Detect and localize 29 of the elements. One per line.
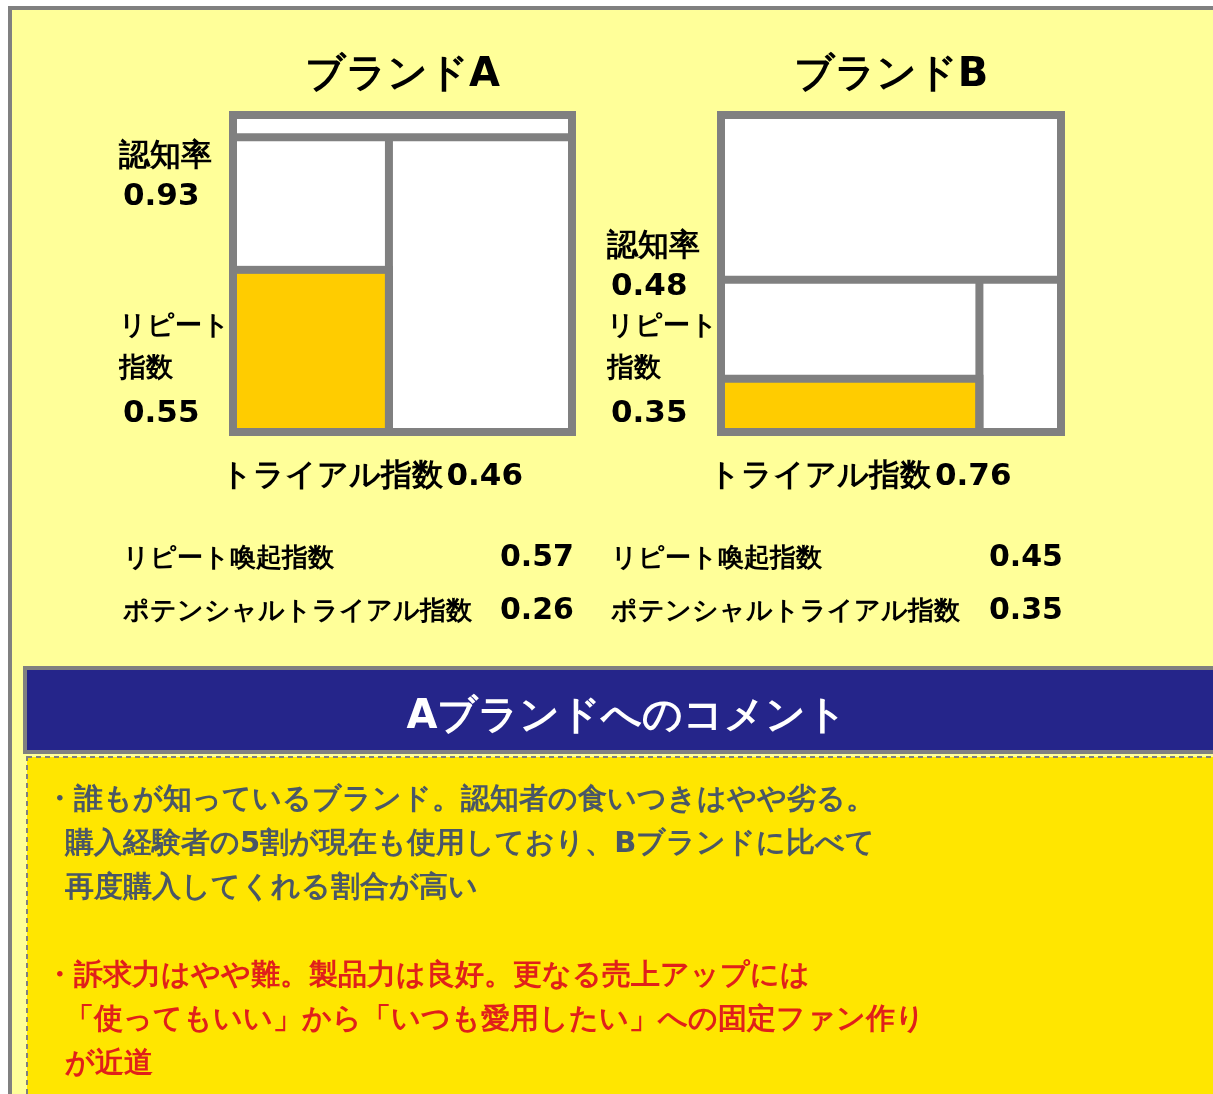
category-label: トライアル指数 — [709, 456, 932, 492]
data-label: 0.26 — [499, 591, 574, 626]
text: 購入経験者の5割が現在も使用しており、Bブランドに比べて — [64, 825, 876, 859]
text: ・誰もが知っているブランド。認知者の食いつきはやや劣る。 — [45, 781, 875, 815]
text: Aブランドへのコメント — [406, 691, 848, 737]
data-label: 0.46 — [446, 456, 523, 492]
data-label: 0.76 — [935, 456, 1012, 492]
text: が近道 — [65, 1045, 153, 1079]
text: 再度購入してくれる割合が高い — [64, 869, 478, 903]
text: 「使ってもいい」から「いつも愛用したい」への固定ファン作り — [65, 1001, 925, 1035]
category-label: リピート喚起指数 — [611, 542, 823, 572]
category-label: ポテンシャルトライアル指数 — [122, 595, 473, 625]
data-label: 0.48 — [611, 266, 688, 302]
category-label: ポテンシャルトライアル指数 — [610, 595, 961, 625]
text: ・訴求力はやや難。製品力は良好。更なる売上アップには — [45, 957, 810, 991]
text: ブランドA — [305, 49, 501, 95]
data-label: 0.57 — [499, 538, 574, 573]
category-label: リピート指数 — [607, 308, 719, 384]
data-label: 0.45 — [988, 538, 1063, 573]
category-label: 認知率 — [606, 226, 700, 262]
data-label: 0.35 — [988, 591, 1063, 626]
category-label: リピート指数 — [119, 308, 231, 384]
category-label: 認知率 — [118, 136, 212, 173]
data-label: 0.55 — [123, 393, 200, 429]
category-label: リピート喚起指数 — [123, 542, 335, 572]
text: ブランドB — [793, 49, 989, 95]
category-label: トライアル指数 — [220, 456, 444, 492]
data-label: 0.93 — [123, 176, 200, 213]
data-label: 0.35 — [611, 393, 688, 429]
